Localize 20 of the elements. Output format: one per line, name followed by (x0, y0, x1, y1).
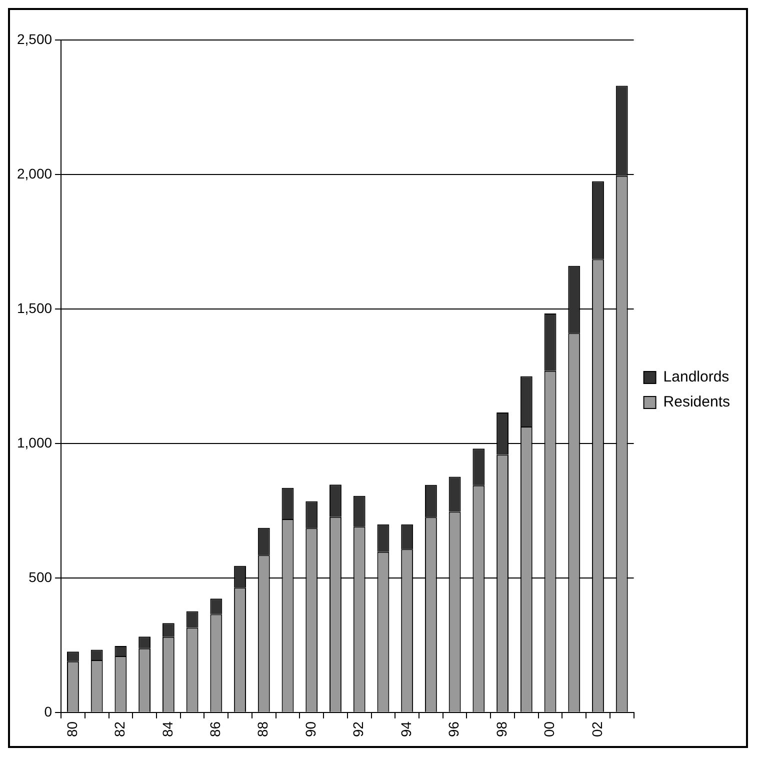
x-tick-label: 94 (398, 721, 414, 738)
x-tick-label: 02 (588, 721, 605, 738)
x-tick-label: 90 (302, 721, 318, 738)
y-tick-label: 1,500 (16, 300, 52, 316)
x-tick-label: 98 (493, 721, 510, 738)
x-tick-label: 84 (159, 721, 176, 738)
x-tick-label: 00 (541, 721, 558, 738)
y-tick-label: 500 (28, 568, 52, 585)
y-tick-label: 1,000 (16, 434, 52, 450)
legend-label: Residents (663, 394, 730, 411)
x-tick-label: 86 (207, 721, 224, 738)
y-tick-label: 0 (44, 703, 52, 720)
legend-label: Landlords (663, 368, 730, 386)
y-tick-label: 2,500 (16, 30, 52, 47)
x-tick-label: 88 (254, 721, 271, 738)
x-tick-label: 82 (112, 721, 128, 738)
x-tick-label: 92 (350, 721, 366, 738)
y-tick-label: 2,000 (16, 165, 52, 182)
x-tick-label: 80 (64, 721, 80, 738)
x-tick-label: 96 (446, 721, 462, 738)
